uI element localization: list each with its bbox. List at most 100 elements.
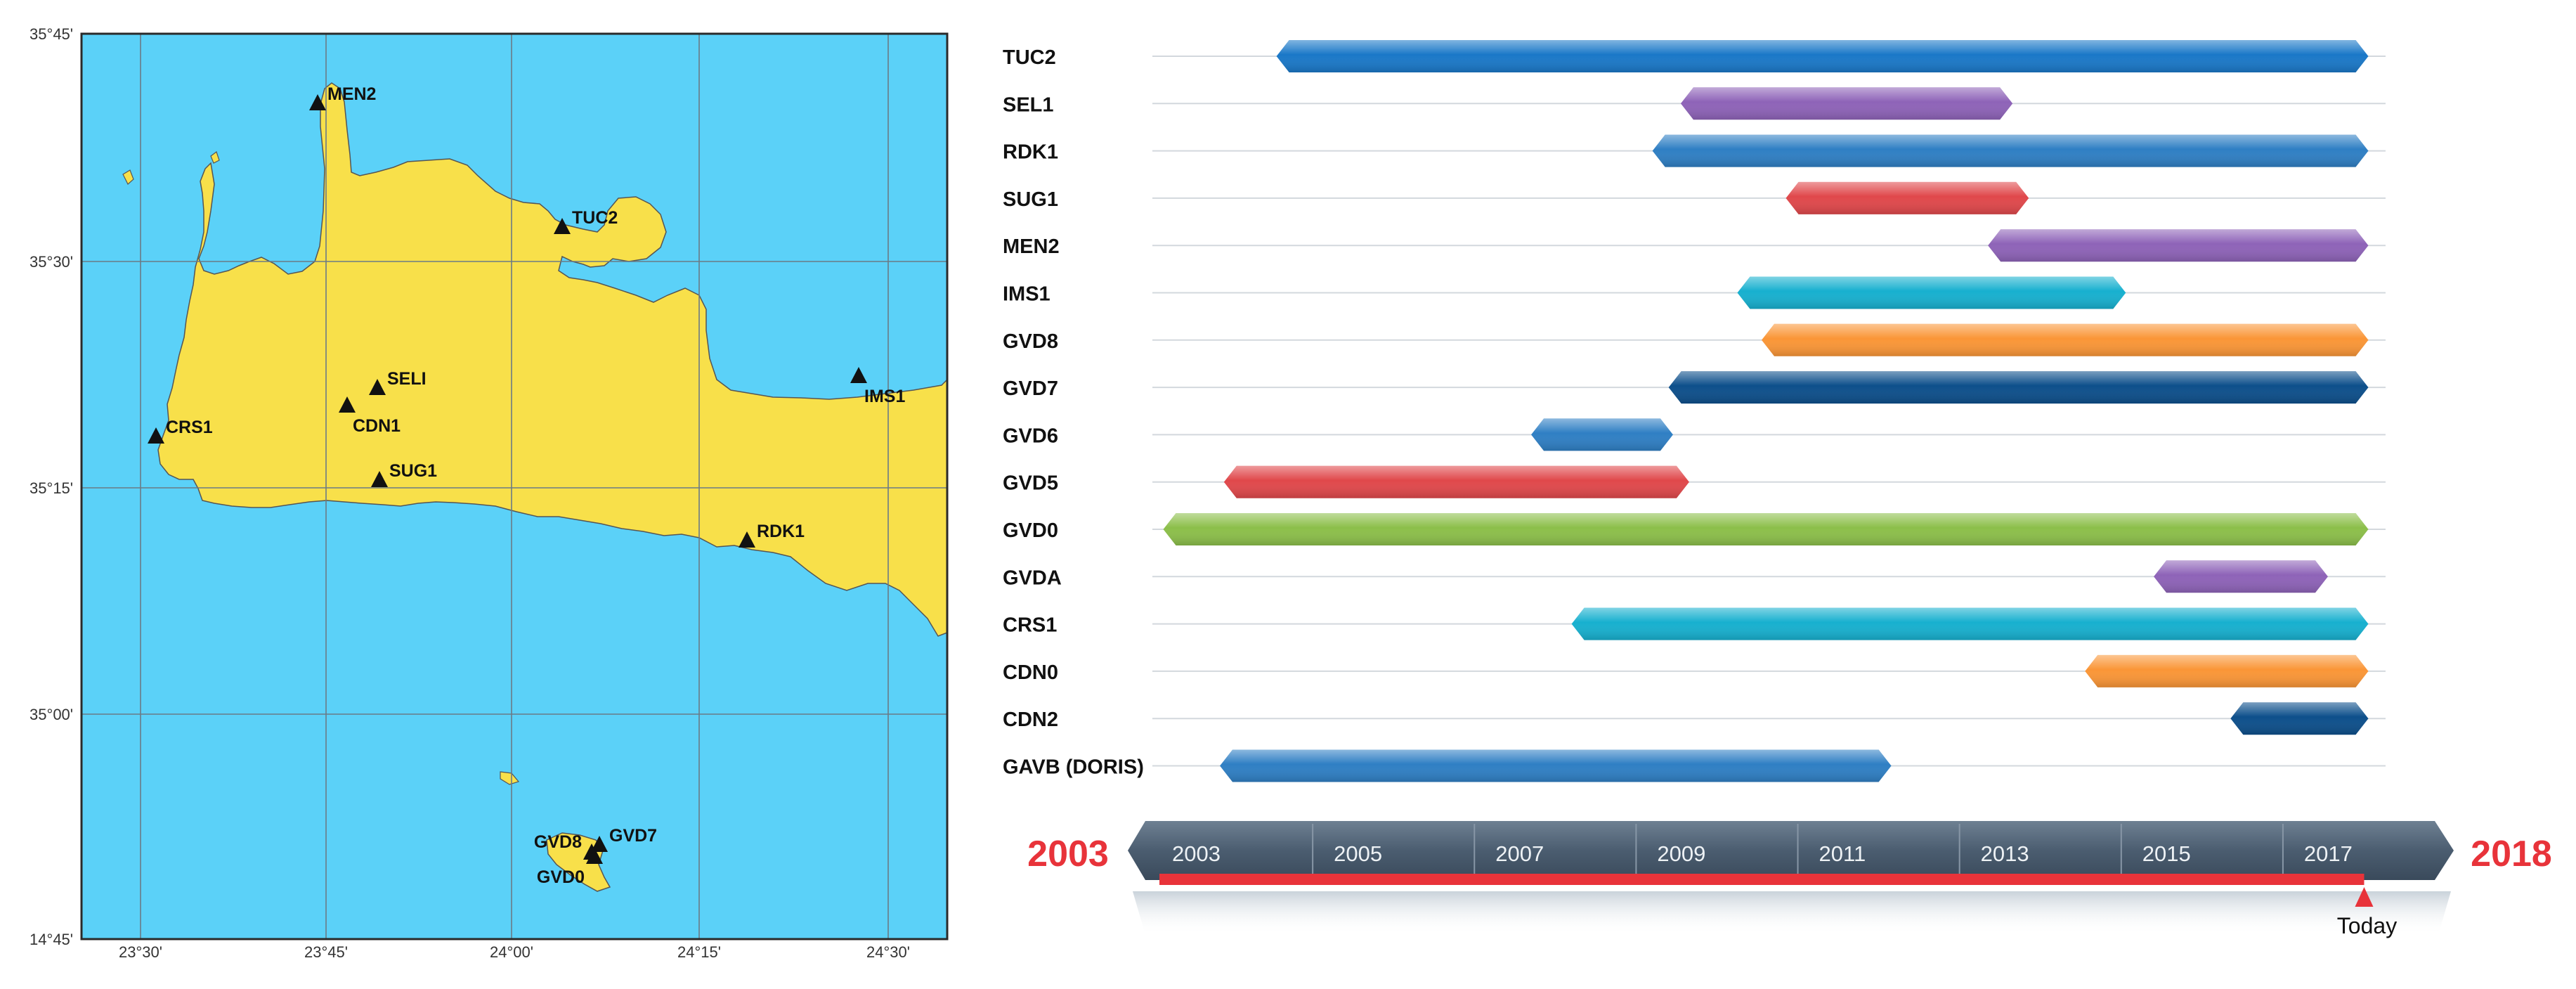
period-bar-shine — [1668, 371, 2369, 404]
station-timeline-chart: TUC2 SEL1 RDK1 SUG1 MEN2 IMS1 GVD8 GVD7 GVD6 GVD5… — [1003, 40, 2552, 938]
station-marker-icon — [369, 379, 386, 395]
end-year-label: 2018 — [2471, 834, 2552, 874]
elapsed-time-bar — [1159, 874, 2364, 885]
longitude-label: 24°30' — [866, 943, 910, 961]
station-label: TUC2 — [572, 208, 618, 228]
period-bar-shine — [2230, 702, 2369, 735]
year-header-reflection — [1133, 891, 2451, 935]
timeline-row: GVD6 — [1003, 418, 2386, 451]
station-marker-icon — [586, 848, 603, 864]
station-marker-icon — [309, 94, 326, 110]
station-row-label: CDN2 — [1003, 709, 1058, 731]
timeline-row: CDN0 — [1003, 654, 2386, 687]
timeline-row: GVD7 — [1003, 371, 2386, 404]
year-labels: 2003 2005 2007 2009 2011 2013 2015 2017 — [1172, 841, 2353, 866]
station-row-label: GVDA — [1003, 567, 1062, 589]
timeline-panel: TUC2 SEL1 RDK1 SUG1 MEN2 IMS1 GVD8 GVD7 GVD6 GVD5… — [984, 0, 2576, 985]
islet — [122, 169, 134, 185]
latitude-label: 35°45' — [30, 25, 73, 43]
crete-landmass — [157, 82, 948, 637]
longitude-label: 23°45' — [304, 943, 348, 961]
crete-map: 35°45' 35°30' 35°15' 35°00' 14°45' 23°30' 23°… — [30, 25, 949, 961]
station-row-label: GVD7 — [1003, 377, 1058, 400]
station-row-label: GVD0 — [1003, 519, 1058, 542]
station-row-label: CRS1 — [1003, 614, 1057, 637]
longitude-label: 24°15' — [677, 943, 721, 961]
station-label: RDK1 — [757, 522, 805, 541]
timeline-row: GVD5 — [1003, 465, 2386, 498]
station-marker-icon — [591, 836, 608, 852]
station-marker-icon — [850, 367, 867, 383]
today-marker-icon — [2355, 887, 2374, 907]
timeline-rows: TUC2 SEL1 RDK1 SUG1 MEN2 IMS1 GVD8 GVD7 GVD6 GVD5… — [1003, 40, 2386, 782]
timeline-row: TUC2 — [1003, 40, 2386, 72]
period-bar-shine — [2085, 654, 2369, 687]
station-label: GVD8 — [534, 832, 582, 852]
station-label: IMS1 — [864, 387, 905, 406]
timeline-row: RDK1 — [1003, 134, 2386, 167]
gavdopoula-islet — [500, 771, 520, 785]
station-marker-icon — [739, 531, 755, 548]
station-row-label: GVD6 — [1003, 425, 1058, 447]
station-markers: MEN2 TUC2 SELI CDN1 CRS1 SUG1 IMS1 RDK1 GVD8 GVD7… — [148, 84, 905, 887]
period-bar-shine — [1531, 418, 1673, 451]
station-row-label: SUG1 — [1003, 188, 1058, 211]
timeline-row: SEL1 — [1003, 87, 2386, 120]
station-marker-icon — [339, 396, 356, 413]
today-label: Today — [2337, 913, 2397, 938]
map-panel: 35°45' 35°30' 35°15' 35°00' 14°45' 23°30' 23°… — [0, 0, 984, 985]
latitude-label: 14°45' — [30, 931, 73, 948]
year-label: 2013 — [1981, 841, 2029, 866]
station-row-label: GAVB (DORIS) — [1003, 756, 1144, 779]
longitude-labels: 23°30' 23°45' 24°00' 24°15' 24°30' — [119, 943, 910, 961]
station-marker-icon — [148, 427, 164, 444]
year-label: 2005 — [1334, 841, 1382, 866]
year-dividers — [1312, 824, 2284, 877]
station-label: GVD0 — [537, 867, 585, 887]
station-label: SELI — [387, 369, 427, 389]
station-label: CRS1 — [166, 418, 213, 437]
year-label: 2017 — [2304, 841, 2353, 866]
station-label: MEN2 — [327, 84, 376, 104]
period-bar-shine — [1220, 749, 1892, 782]
year-header-band — [1128, 821, 2454, 880]
station-marker-icon — [371, 471, 388, 487]
timeline-row: SUG1 — [1003, 181, 2386, 214]
period-bar-shine — [1785, 181, 2029, 214]
station-row-label: SEL1 — [1003, 93, 1054, 116]
year-label: 2007 — [1495, 841, 1544, 866]
latitude-label: 35°00' — [30, 706, 73, 723]
year-label: 2009 — [1657, 841, 1705, 866]
period-bar-shine — [1571, 607, 2369, 640]
latitude-label: 35°15' — [30, 479, 73, 497]
longitude-label: 23°30' — [119, 943, 162, 961]
period-bar-shine — [1163, 513, 2369, 545]
timeline-row: GVDA — [1003, 560, 2386, 593]
latitude-labels: 35°45' 35°30' 35°15' 35°00' 14°45' — [30, 25, 73, 948]
timeline-row: GVD8 — [1003, 323, 2386, 356]
timeline-row: CDN2 — [1003, 702, 2386, 735]
period-bar-shine — [1223, 465, 1689, 498]
station-row-label: RDK1 — [1003, 141, 1058, 164]
period-bar-shine — [1276, 40, 2369, 72]
station-label: CDN1 — [353, 416, 401, 436]
period-bar-shine — [2154, 560, 2328, 593]
timeline-row: MEN2 — [1003, 229, 2386, 262]
station-label: SUG1 — [389, 461, 437, 481]
latitude-label: 35°30' — [30, 253, 73, 271]
period-bar-shine — [1652, 134, 2369, 167]
station-row-label: IMS1 — [1003, 283, 1050, 306]
station-row-label: GVD5 — [1003, 472, 1058, 495]
station-row-label: CDN0 — [1003, 661, 1058, 684]
map-frame — [80, 32, 949, 940]
timeline-row: IMS1 — [1003, 276, 2386, 309]
station-marker-icon — [554, 218, 571, 234]
timeline-row: CRS1 — [1003, 607, 2386, 640]
year-label: 2015 — [2142, 841, 2191, 866]
station-row-label: MEN2 — [1003, 235, 1060, 258]
islet — [210, 151, 220, 164]
year-label: 2011 — [1819, 841, 1866, 866]
period-bar-shine — [1988, 229, 2369, 262]
timeline-row: GAVB (DORIS) — [1003, 749, 2386, 782]
year-label: 2003 — [1172, 841, 1221, 866]
